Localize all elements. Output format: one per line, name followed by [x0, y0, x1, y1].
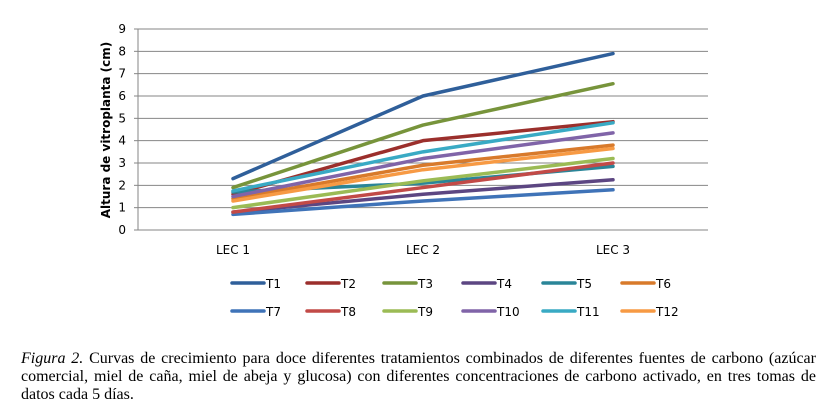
- legend-label: T4: [496, 277, 512, 291]
- legend-item-t7: T7: [230, 305, 281, 319]
- y-tick-label: 3: [118, 156, 126, 170]
- series-line-t11: [231, 121, 615, 193]
- legend-item-t4: T4: [461, 277, 512, 291]
- series-line-t9: [231, 156, 615, 210]
- y-tick-label: 9: [118, 22, 126, 36]
- y-tick-label: 4: [118, 134, 126, 148]
- legend-label: T2: [340, 277, 356, 291]
- legend-item-t2: T2: [305, 277, 356, 291]
- legend-item-t5: T5: [541, 277, 592, 291]
- figure-caption: Figura 2. Curvas de crecimiento para doc…: [21, 350, 816, 404]
- legend-label: T5: [576, 277, 592, 291]
- legend-item-t10: T10: [461, 305, 520, 319]
- legend-label: T12: [655, 305, 679, 319]
- y-tick-label: 6: [118, 89, 126, 103]
- legend-item-t1: T1: [230, 277, 281, 291]
- y-tick-label: 2: [118, 178, 126, 192]
- legend-item-t6: T6: [620, 277, 671, 291]
- y-tick-label: 0: [118, 223, 126, 237]
- caption-text: Curvas de crecimiento para doce diferent…: [21, 350, 816, 403]
- line-chart: 0 1 2 3 4 5 6 7 8 9 LEC 1 LEC 2 LEC 3 Altura de vit…: [99, 22, 708, 319]
- series-line-t7: [231, 188, 615, 217]
- legend-item-t12: T12: [620, 305, 679, 319]
- x-tick-label: LEC 3: [596, 243, 630, 257]
- x-tick-label: LEC 1: [216, 243, 250, 257]
- series-line-t1: [231, 51, 615, 181]
- series-line-t8: [231, 161, 615, 214]
- y-tick-label: 7: [118, 67, 126, 81]
- series-lines: [231, 51, 615, 217]
- caption-label: Figura 2.: [21, 350, 84, 367]
- series-line-t10: [231, 131, 615, 199]
- x-axis-ticks: LEC 1 LEC 2 LEC 3: [216, 243, 630, 257]
- series-line-t12: [231, 146, 615, 203]
- legend: T1 T2 T3 T4 T5 T6 T7 T8 T9 T10 T11 T12: [230, 277, 679, 319]
- y-tick-label: 1: [118, 201, 126, 215]
- series-line-t6: [231, 143, 615, 201]
- y-axis-label: Altura de vitroplanta (cm): [99, 42, 113, 219]
- legend-label: T1: [265, 277, 281, 291]
- legend-label: T11: [576, 305, 600, 319]
- legend-item-t11: T11: [541, 305, 600, 319]
- x-tick-label: LEC 2: [406, 243, 440, 257]
- legend-item-t8: T8: [305, 305, 356, 319]
- legend-item-t9: T9: [382, 305, 433, 319]
- legend-item-t3: T3: [382, 277, 433, 291]
- y-axis-ticks: 0 1 2 3 4 5 6 7 8 9: [118, 22, 138, 237]
- legend-label: T10: [496, 305, 520, 319]
- y-tick-label: 5: [118, 111, 126, 125]
- legend-label: T9: [417, 305, 433, 319]
- series-line-t4: [231, 178, 615, 214]
- y-tick-label: 8: [118, 44, 126, 58]
- series-line-t3: [231, 81, 615, 190]
- legend-label: T6: [655, 277, 671, 291]
- legend-label: T3: [417, 277, 433, 291]
- legend-label: T8: [340, 305, 356, 319]
- legend-label: T7: [265, 305, 281, 319]
